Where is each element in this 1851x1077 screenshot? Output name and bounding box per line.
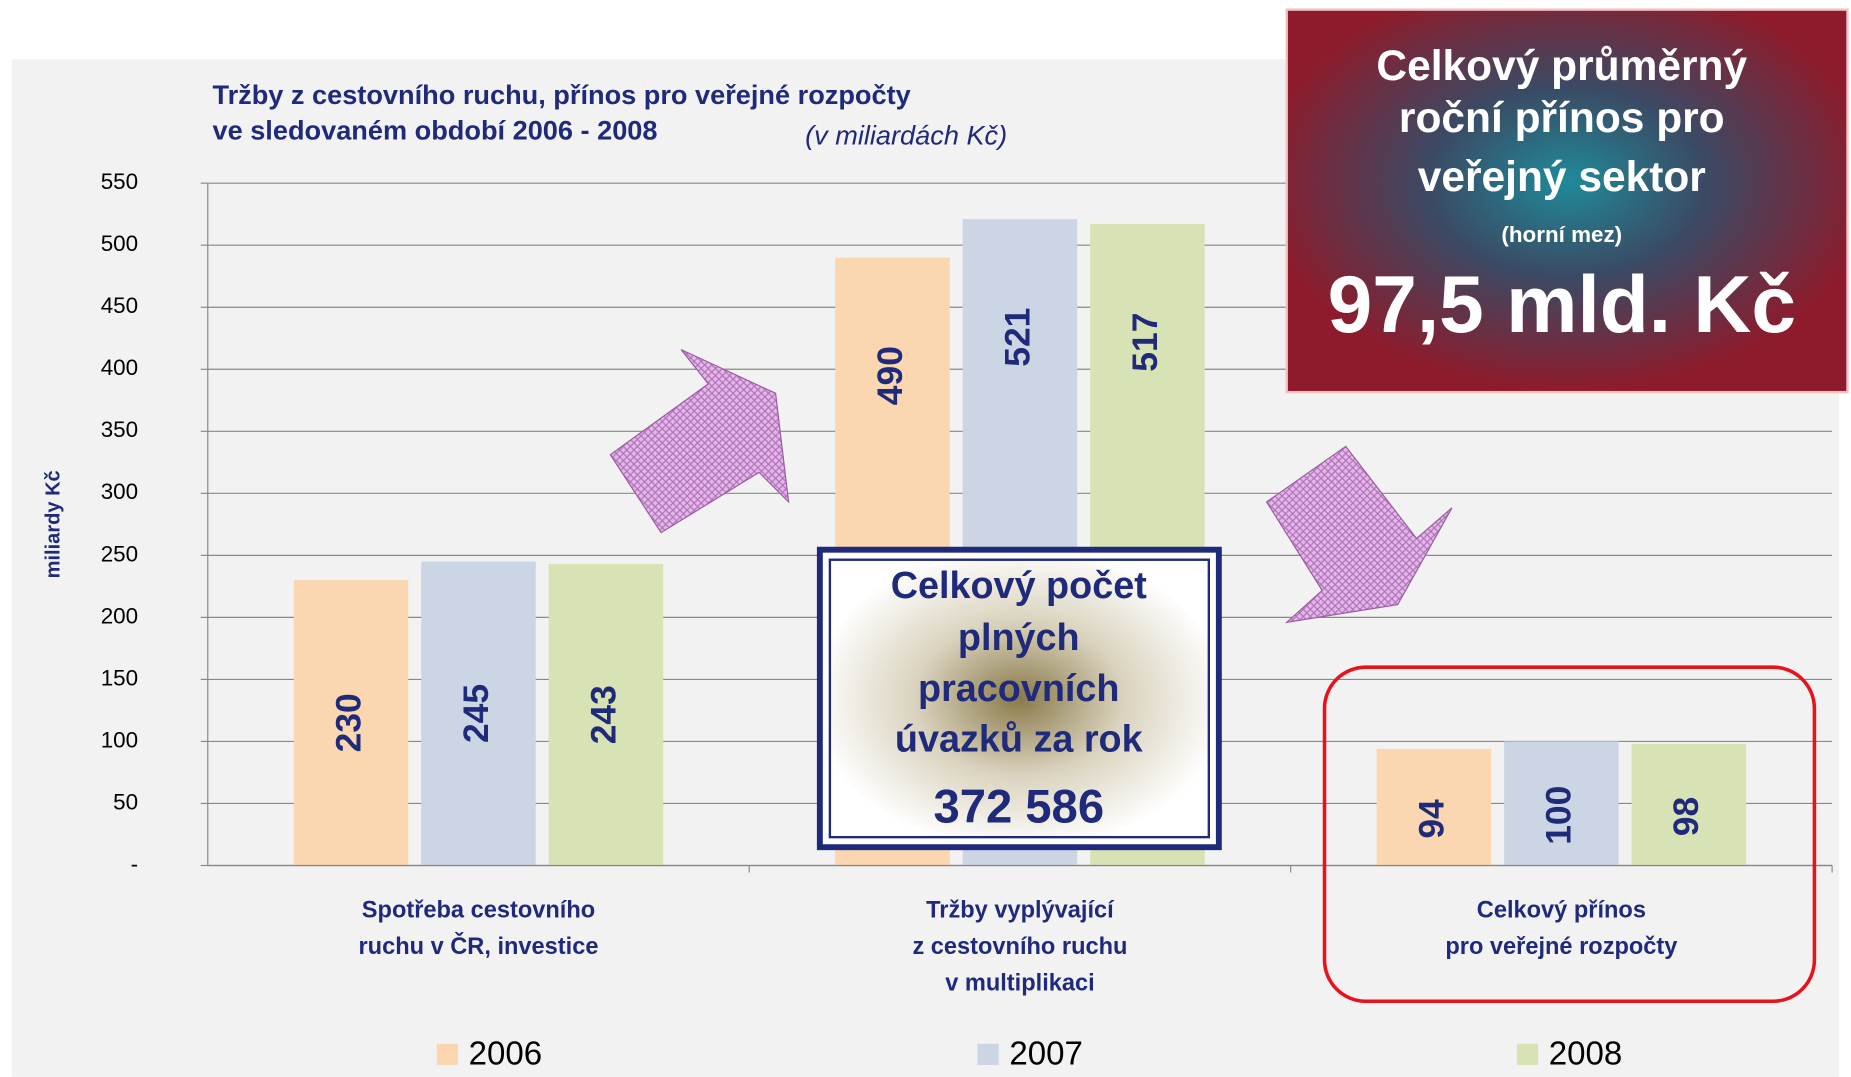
y-tick-label: 400: [101, 355, 138, 380]
y-tick-label: 150: [101, 665, 138, 690]
bar: [421, 561, 536, 866]
y-tick-label: 550: [101, 169, 138, 194]
annotation: 372 586: [933, 780, 1104, 833]
y-tick-label: 350: [101, 417, 138, 442]
data-label: 521: [997, 308, 1037, 367]
data-label: 98: [1666, 797, 1706, 836]
highlight-box: [1285, 8, 1849, 394]
legend-label: 2007: [1009, 1035, 1083, 1072]
annotation: veřejný sektor: [1418, 154, 1706, 201]
data-label: 230: [328, 693, 368, 752]
y-tick-label: 100: [101, 727, 138, 752]
data-label: 490: [870, 346, 910, 405]
arrow: [609, 349, 790, 534]
bar: [1504, 741, 1619, 866]
y-axis-label: miliardy Kč: [43, 470, 65, 578]
legend-label: 2008: [1549, 1035, 1623, 1072]
annotation: pracovních: [918, 668, 1119, 710]
bar: [1631, 743, 1747, 866]
bar: [293, 580, 409, 866]
annotation: Celkový průměrný: [1376, 43, 1747, 90]
annotation: úvazků za rok: [895, 719, 1144, 761]
x-tick-label: Spotřeba cestovního ruchu v ČR, investice: [359, 898, 599, 961]
chart-subtitle: (v miliardách Kč): [805, 119, 1007, 150]
annotation: 97,5 mld. Kč: [1328, 260, 1796, 350]
y-tick-label: 300: [101, 479, 138, 504]
data-label: 243: [583, 685, 623, 744]
legend-swatch: [1516, 1043, 1539, 1065]
y-tick-label: 200: [101, 603, 138, 628]
y-tick-label: 250: [101, 541, 138, 566]
annotation: plných: [958, 617, 1080, 659]
bar: [548, 564, 664, 866]
highlight-frame: [1322, 665, 1817, 1004]
x-tick-label: Tržby vyplývající z cestovního ruchu v mul…: [912, 898, 1127, 997]
annotation: (horní mez): [1501, 222, 1622, 247]
chart-title: Tržby z cestovního ruchu, přínos pro veř…: [212, 79, 910, 145]
arrow: [1265, 445, 1453, 624]
legend-label: 2006: [469, 1035, 543, 1072]
annotation: Celkový počet: [891, 565, 1147, 607]
y-tick-label: -: [131, 851, 138, 876]
legend-swatch: [977, 1043, 999, 1065]
data-label: 100: [1539, 786, 1579, 845]
data-label: 94: [1411, 799, 1451, 839]
data-label: 245: [456, 684, 496, 743]
x-tick-label: Celkový přínos pro veřejné rozpočty: [1445, 898, 1677, 961]
data-label: 517: [1125, 313, 1165, 372]
info-box-inner: [828, 558, 1210, 839]
annotation: roční přínos pro: [1399, 95, 1725, 142]
bar: [1376, 748, 1492, 866]
y-tick-label: 450: [101, 293, 138, 318]
y-tick-label: 500: [101, 231, 138, 256]
y-tick-label: 50: [113, 789, 138, 814]
legend-swatch: [436, 1043, 459, 1065]
